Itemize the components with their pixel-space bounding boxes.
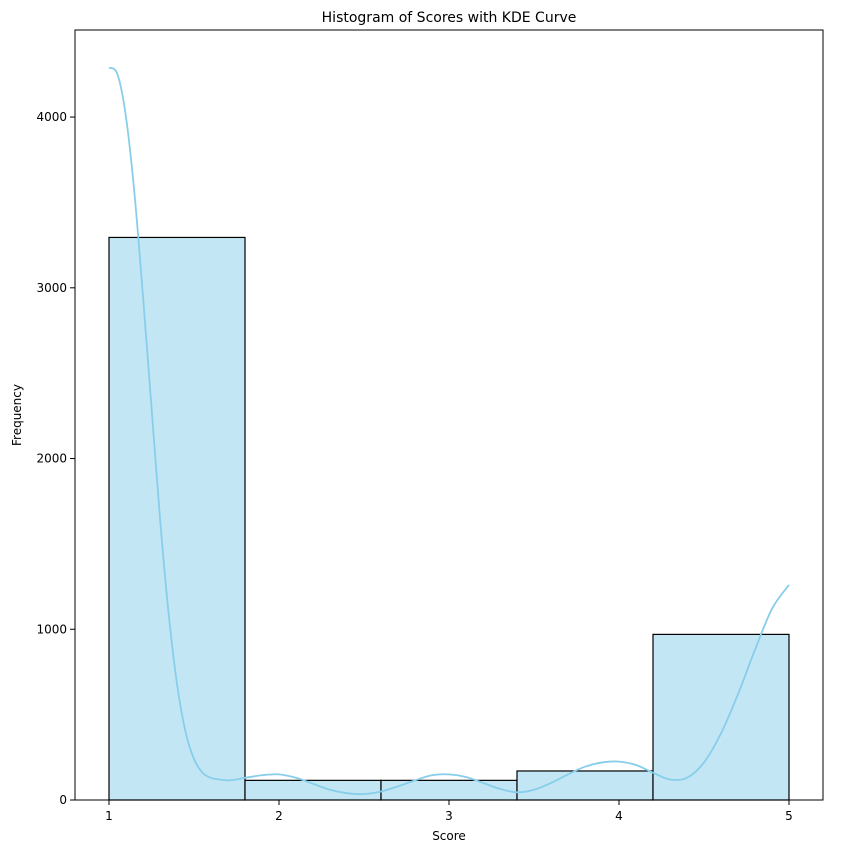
chart-title: Histogram of Scores with KDE Curve: [322, 10, 577, 26]
histogram-bar-1: [108, 236, 246, 801]
bars-group: [108, 236, 790, 801]
y-tick-label: 3000: [36, 281, 67, 295]
y-axis-label: Frequency: [10, 384, 24, 446]
y-axis-ticks: 0 1000 2000 3000 4000: [36, 110, 75, 807]
x-tick-label: 4: [615, 809, 623, 823]
x-axis-label: Score: [432, 829, 466, 843]
x-axis-ticks: 1 2 3 4 5: [105, 800, 793, 823]
y-tick-label: 0: [59, 793, 67, 807]
histogram-bar-3: [380, 779, 518, 801]
kde-curve: [108, 66, 790, 796]
histogram-bar-4: [516, 770, 654, 801]
x-tick-label: 5: [785, 809, 793, 823]
y-tick-label: 2000: [36, 452, 67, 466]
x-tick-label: 2: [275, 809, 283, 823]
y-tick-label: 1000: [36, 622, 67, 636]
kde-group: [108, 66, 790, 796]
x-tick-label: 1: [105, 809, 113, 823]
histogram-bar-5: [652, 633, 790, 801]
y-tick-label: 4000: [36, 110, 67, 124]
x-tick-label: 3: [445, 809, 453, 823]
